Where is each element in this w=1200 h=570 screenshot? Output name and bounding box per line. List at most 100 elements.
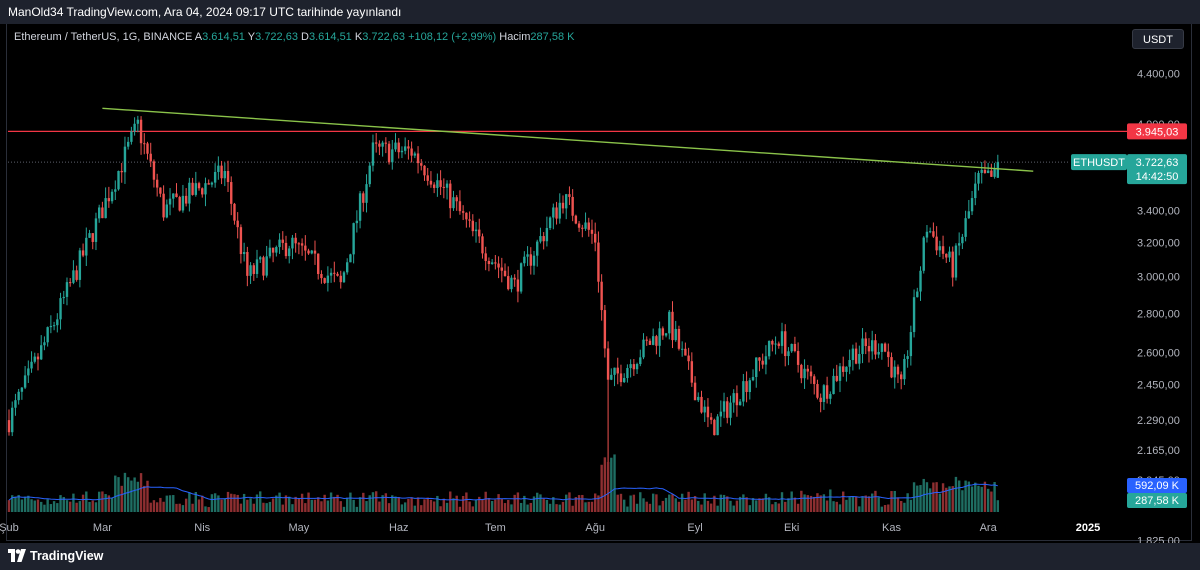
candle-body: [97, 207, 101, 219]
volume-bar: [974, 482, 977, 512]
candle-body: [777, 343, 780, 346]
volume-bar: [806, 495, 809, 512]
volume-bar: [81, 494, 85, 512]
y-tick-label: 2.450,00: [1137, 379, 1180, 391]
candle-body: [751, 377, 755, 381]
candle-body: [767, 340, 771, 357]
candle-body: [709, 417, 713, 420]
candle-body: [809, 371, 813, 377]
candle-body: [146, 143, 149, 154]
candle-body: [458, 201, 462, 212]
candle-body: [259, 257, 262, 260]
volume-bar: [542, 498, 545, 512]
volume-bar: [561, 501, 565, 512]
candle-body: [239, 227, 243, 255]
volume-bar: [152, 500, 156, 512]
candle-body: [851, 348, 855, 361]
volume-bar: [43, 504, 46, 512]
volume-bar: [523, 495, 526, 512]
volume-bar: [906, 493, 909, 512]
candle-body: [584, 222, 587, 229]
candle-body: [555, 207, 558, 219]
volume-bar: [442, 498, 446, 512]
x-tick-label: Nis: [194, 522, 210, 534]
volume-bar: [416, 497, 420, 512]
volume-bar: [858, 506, 861, 512]
candle-body: [700, 396, 703, 413]
volume-bar: [210, 494, 214, 512]
volume-bar: [510, 504, 513, 512]
candle-body: [671, 311, 674, 341]
candle-body: [687, 355, 690, 362]
candle-body: [626, 368, 629, 379]
candle-body: [565, 194, 568, 209]
candle-body: [880, 343, 884, 352]
candle-body: [793, 343, 797, 352]
volume-bar: [288, 496, 291, 512]
candle-body: [677, 328, 681, 349]
volume-bar: [362, 492, 365, 512]
volume-bar: [642, 498, 645, 512]
volume-bar: [139, 473, 143, 512]
candle-body: [72, 270, 75, 283]
candle-body: [62, 296, 65, 299]
candle-body: [771, 340, 774, 345]
candle-body: [110, 191, 114, 202]
volume-bar: [729, 500, 732, 512]
candle-body: [378, 143, 381, 147]
candle-body: [928, 231, 932, 233]
volume-bar: [864, 495, 867, 512]
volume-ma-line: [8, 483, 998, 501]
candle-body: [819, 397, 822, 403]
candle-body: [552, 207, 555, 218]
volume-bar: [336, 494, 339, 512]
volume-bar: [194, 491, 198, 512]
volume-bar: [951, 486, 954, 512]
candle-body: [774, 343, 777, 345]
volume-bar: [220, 499, 223, 512]
candle-body: [481, 236, 484, 254]
volume-bar: [848, 496, 851, 512]
volume-bar: [329, 492, 333, 512]
candle-body: [945, 253, 948, 258]
candle-body: [210, 182, 214, 185]
candle-body: [642, 339, 645, 358]
x-tick-label: Eki: [784, 522, 799, 534]
candle-body: [30, 361, 33, 369]
y-tick-label: 2.800,00: [1137, 308, 1180, 320]
volume-bar: [159, 497, 162, 512]
volume-bar: [680, 493, 684, 512]
volume-bar: [56, 503, 59, 512]
candle-body: [391, 149, 394, 163]
volume-bar: [574, 497, 578, 512]
candle-body: [577, 223, 581, 228]
x-tick-label: Kas: [882, 522, 901, 534]
volume-bar: [175, 503, 178, 512]
candle-body: [816, 384, 819, 398]
candle-body: [738, 401, 742, 406]
currency-button[interactable]: USDT: [1132, 29, 1184, 49]
candle-body: [168, 198, 172, 205]
volume-bar: [291, 504, 294, 512]
volume-bar: [825, 500, 829, 512]
volume-bar: [726, 496, 729, 512]
candle-body: [432, 184, 436, 188]
candle-body: [684, 348, 687, 356]
volume-bar: [420, 505, 423, 512]
volume-bar: [403, 502, 407, 512]
volume-bar: [371, 492, 375, 512]
candle-body: [957, 243, 961, 246]
candle-body: [938, 246, 942, 251]
candle-body: [236, 220, 239, 228]
volume-bar: [513, 494, 516, 512]
candle-body: [664, 333, 668, 336]
candle-body: [362, 193, 365, 203]
volume-bar: [597, 495, 600, 512]
volume-bar: [49, 504, 53, 512]
candle-body: [761, 360, 764, 365]
volume-bar: [851, 496, 855, 512]
candle-body: [439, 180, 442, 187]
y-tick-label: 3.000,00: [1137, 272, 1180, 284]
volume-bar: [255, 494, 259, 512]
